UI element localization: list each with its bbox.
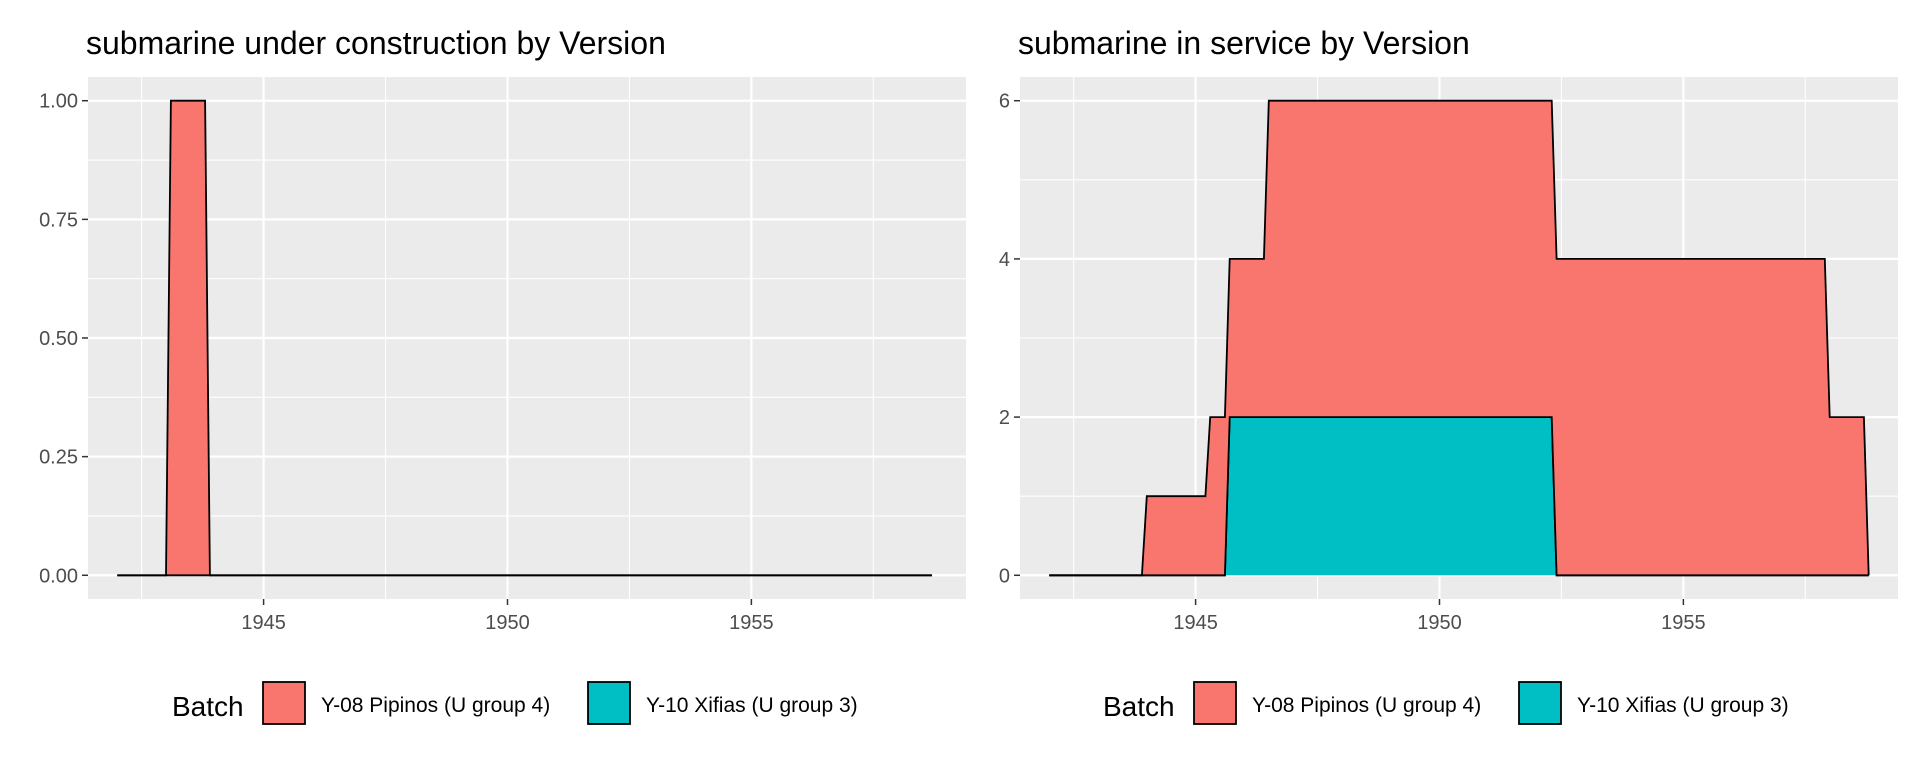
area-series: [117, 99, 932, 577]
chart-panel-2: submarine in service by Version 0 2 4 6 1945 1…: [999, 25, 1898, 725]
area-series: [1049, 99, 1870, 577]
legend-swatch: [587, 681, 631, 725]
chart-title: submarine under construction by Version: [86, 25, 666, 61]
legend-label: Y-08 Pipinos (U group 4): [1252, 694, 1481, 717]
legend: Batch Y-08 Pipinos (U group 4) Y-10 Xifias…: [1103, 681, 1789, 725]
area-pipinos: [117, 100, 932, 576]
area-xifias: [1049, 417, 1869, 576]
legend-swatch: [1193, 681, 1237, 725]
chart-title: submarine in service by Version: [1018, 25, 1470, 61]
x-tick-label: 1955: [729, 612, 774, 634]
y-tick-label: 6: [999, 91, 1010, 113]
legend-label: Y-10 Xifias (U group 3): [1577, 694, 1789, 717]
y-tick-label: 4: [999, 249, 1010, 271]
legend-title: Batch: [172, 691, 244, 722]
area-pipinos: [1049, 100, 1869, 576]
legend-title: Batch: [1103, 691, 1175, 722]
y-tick-label: 2: [999, 407, 1010, 429]
x-tick-label: 1950: [485, 612, 530, 634]
legend-swatch: [1518, 681, 1562, 725]
legend-label: Y-08 Pipinos (U group 4): [321, 694, 550, 717]
x-tick-label: 1945: [1173, 612, 1218, 634]
chart-panel-1: submarine under construction by Version 0…: [39, 25, 966, 725]
x-tick-label: 1945: [241, 612, 286, 634]
x-tick-label: 1950: [1417, 612, 1462, 634]
y-tick-label: 0.75: [39, 209, 78, 231]
axes: 0 2 4 6 1945 1950 1955: [999, 91, 1706, 634]
xifias-outline: [1049, 416, 1869, 577]
y-tick-label: 1.00: [39, 91, 78, 113]
axes: 0.00 0.25 0.50 0.75 1.00 1945 1950 1955: [39, 91, 774, 634]
gridlines: [88, 77, 966, 599]
legend-swatch: [262, 681, 306, 725]
y-tick-label: 0: [999, 565, 1010, 587]
x-tick-label: 1955: [1661, 612, 1706, 634]
y-tick-label: 0.50: [39, 328, 78, 350]
legend-label: Y-10 Xifias (U group 3): [646, 694, 858, 717]
y-tick-label: 0.25: [39, 447, 78, 469]
area-outline: [1049, 99, 1870, 577]
y-tick-label: 0.00: [39, 565, 78, 587]
legend: Batch Y-08 Pipinos (U group 4) Y-10 Xifias…: [172, 681, 858, 725]
